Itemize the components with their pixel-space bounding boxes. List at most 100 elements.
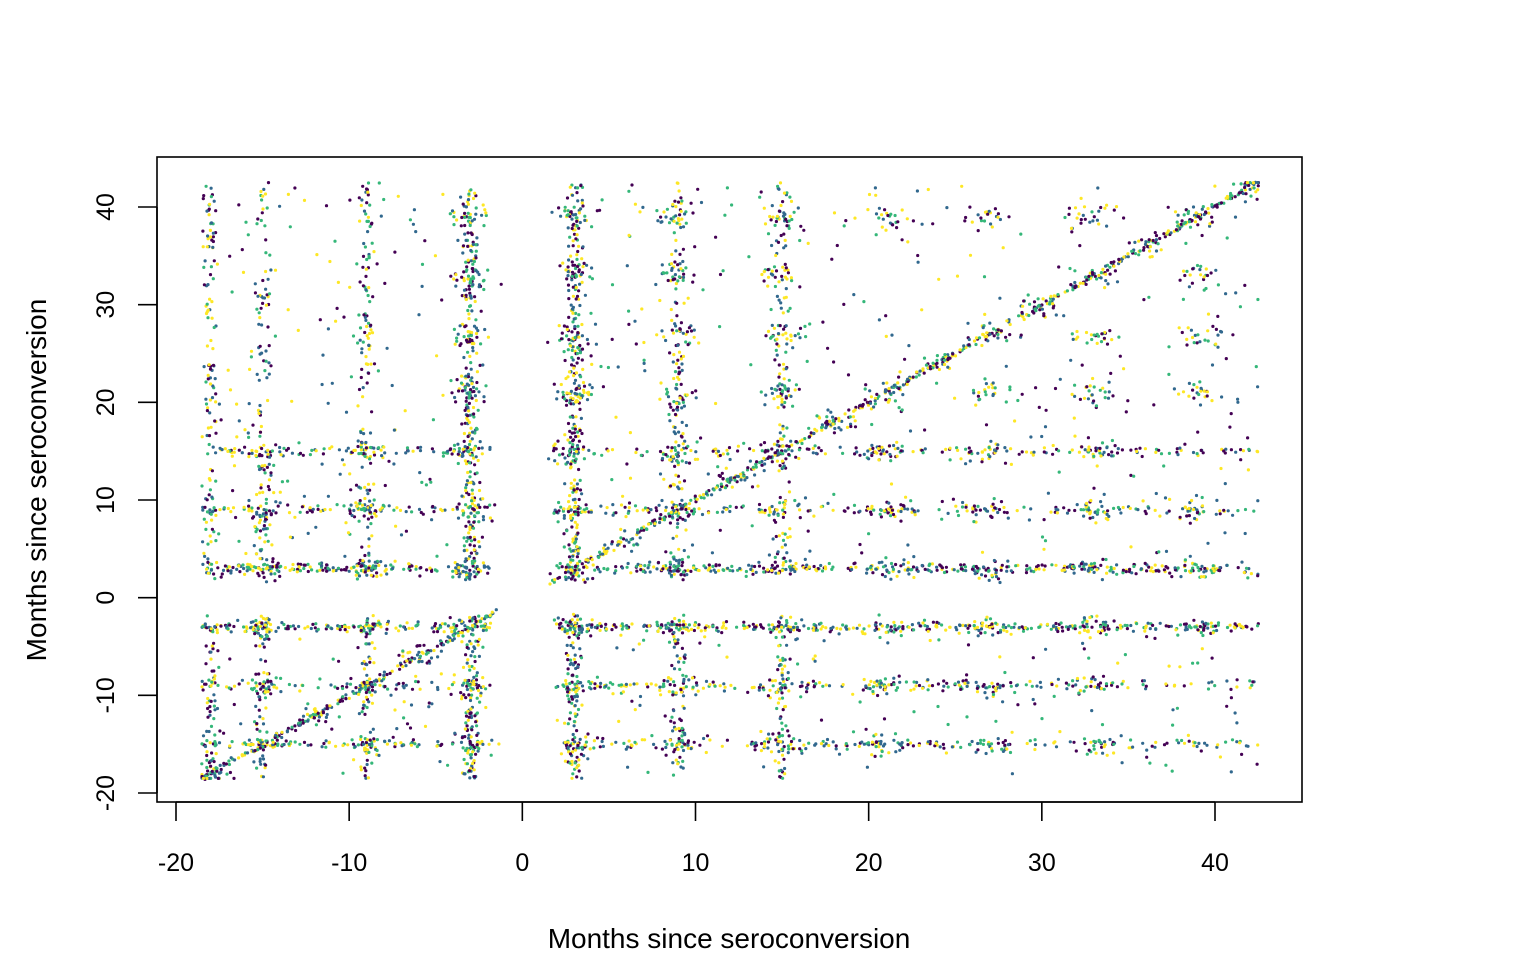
data-point [467,664,471,669]
data-point [627,540,631,544]
data-point [574,415,578,419]
data-point [631,537,635,541]
data-point [356,743,360,747]
data-point [372,250,376,254]
data-point [923,447,927,451]
data-point [759,443,763,447]
data-point [367,371,371,375]
data-point [674,238,678,242]
data-point [672,509,676,513]
data-point [777,761,781,765]
data-point [994,575,999,579]
data-point [261,278,265,283]
data-point [366,215,370,219]
data-point [717,569,721,573]
data-point [472,556,476,561]
data-point [413,742,417,746]
data-point [203,623,207,627]
data-point [911,565,916,569]
data-point [622,544,627,548]
data-point [469,752,474,757]
data-point [478,620,482,624]
data-point [783,772,787,776]
data-point [393,745,397,749]
data-point [370,331,375,335]
data-point [1142,679,1146,683]
data-point [576,707,581,712]
data-point [366,517,370,521]
data-point [1184,208,1188,212]
data-point [787,565,792,569]
data-point [362,432,366,436]
data-point [682,686,686,690]
data-point [211,363,216,367]
data-point [364,642,368,646]
data-point [679,225,683,230]
data-point [625,626,629,630]
data-point [364,695,368,699]
data-point [1021,629,1026,633]
data-point [211,235,215,239]
data-point [585,565,589,570]
data-point [725,738,730,742]
data-point [782,556,786,560]
data-point [942,746,946,750]
data-point [967,446,971,450]
data-point [628,683,632,687]
data-point [469,248,473,253]
data-point [630,622,634,626]
data-point [781,683,785,687]
data-point [1120,682,1124,686]
data-point [357,519,361,523]
data-point [1218,509,1222,513]
data-point [813,743,817,747]
data-point [258,344,262,348]
data-point [311,507,315,511]
data-point [468,776,472,780]
data-point [364,690,368,695]
data-point [570,355,574,360]
data-point [1029,451,1034,455]
data-point [1116,505,1120,510]
data-point [254,644,258,648]
data-point [957,683,961,687]
data-point [614,625,618,629]
data-point [710,493,714,497]
data-point [1178,226,1182,230]
data-point [268,523,272,527]
data-point [715,510,720,514]
data-point [780,568,785,573]
data-point [468,525,472,529]
data-point [574,237,578,241]
data-point [205,729,209,734]
data-point [1142,246,1146,250]
data-point [361,386,365,390]
data-point [1210,680,1214,684]
data-point [360,367,364,371]
data-point [1073,627,1077,631]
data-point [1056,629,1060,634]
data-point [1195,452,1199,456]
data-point [687,502,692,506]
data-point [913,510,917,514]
data-point [571,402,576,406]
data-point [457,446,461,451]
data-point [261,717,265,721]
data-point [1204,210,1208,214]
data-point [469,277,473,281]
data-point [385,622,389,626]
data-point [208,202,212,206]
data-point [792,628,796,632]
data-point [780,383,784,387]
data-point [369,362,373,366]
data-point [883,574,887,579]
data-point [469,259,473,263]
data-point [687,461,692,465]
data-point [575,694,580,699]
data-point [1164,624,1168,628]
data-point [775,353,779,357]
data-point [1014,564,1018,568]
data-point [570,226,574,231]
data-point [1202,212,1206,217]
data-point [566,570,571,574]
